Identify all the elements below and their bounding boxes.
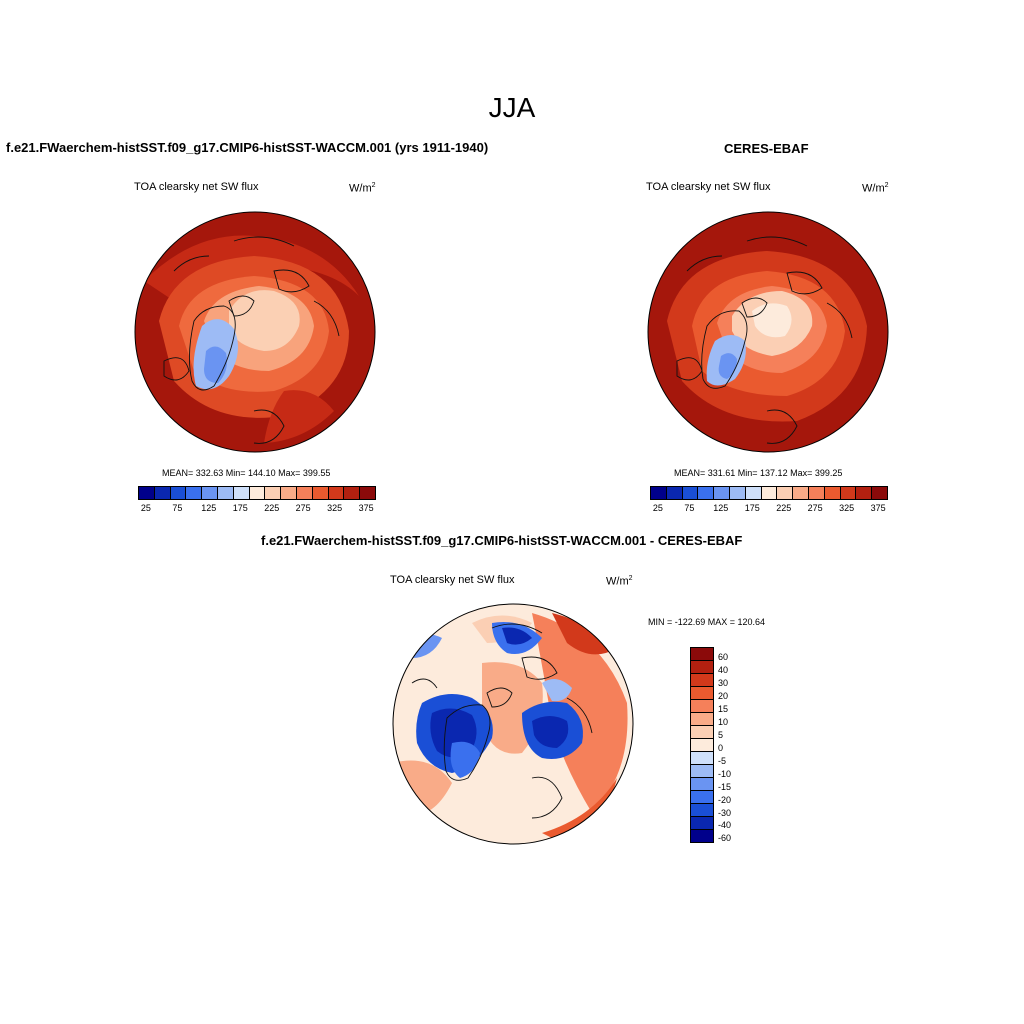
- obs-colorbar-box: [666, 487, 683, 499]
- diff-colorbar-box: [691, 804, 713, 817]
- model-colorbar-ticks: 25 75 125 175 225 275 325 375: [138, 503, 374, 515]
- diff-colorbar-box: [691, 713, 713, 726]
- diff-colorbar-tick-label: -10: [718, 768, 732, 779]
- model-panel-title: f.e21.FWaerchem-histSST.f09_g17.CMIP6-hi…: [6, 140, 489, 155]
- model-colorbar-tick-label: 325: [327, 503, 343, 513]
- obs-colorbar-box: [856, 487, 873, 499]
- diff-colorbar-tick-label: 60: [718, 652, 729, 663]
- diff-colorbar-tick-label: 0: [718, 742, 724, 753]
- model-colorbar-box: [186, 487, 203, 499]
- model-colorbar-box: [281, 487, 297, 499]
- diff-colorbar-tick-label: 30: [718, 678, 729, 689]
- diff-polar-map: [392, 603, 634, 845]
- diff-units-label: W/m2: [606, 575, 633, 588]
- diff-colorbar-tick-label: -5: [718, 755, 727, 766]
- model-colorbar-box: [233, 487, 250, 499]
- obs-colorbar: [650, 486, 888, 500]
- diff-colorbar-box: [691, 765, 713, 778]
- model-colorbar-tick-label: 275: [295, 503, 311, 513]
- obs-colorbar-tick-label: 275: [807, 503, 823, 513]
- diff-colorbar-box: [691, 791, 713, 804]
- obs-colorbar-box: [714, 487, 730, 499]
- diff-colorbar-tick-label: 20: [718, 691, 729, 702]
- model-colorbar-tick-label: 25: [140, 503, 151, 513]
- diff-colorbar-tick-label: -20: [718, 794, 732, 805]
- obs-colorbar-tick-label: 375: [870, 503, 886, 513]
- diff-colorbar-box: [691, 687, 713, 700]
- diff-colorbar-tick-label: 40: [718, 665, 729, 676]
- obs-colorbar-tick-label: 325: [839, 503, 855, 513]
- obs-colorbar-box: [793, 487, 809, 499]
- model-colorbar-box: [139, 487, 155, 499]
- model-colorbar-tick-label: 75: [172, 503, 183, 513]
- obs-colorbar-tick-label: 225: [776, 503, 792, 513]
- model-polar-map: [134, 211, 376, 453]
- diff-colorbar: [690, 647, 714, 843]
- model-units-label: W/m2: [349, 182, 376, 195]
- obs-colorbar-box: [872, 487, 887, 499]
- model-colorbar-box: [202, 487, 218, 499]
- obs-colorbar-box: [698, 487, 715, 499]
- obs-colorbar-tick-label: 25: [652, 503, 663, 513]
- diff-colorbar-box: [691, 739, 713, 752]
- diff-colorbar-box: [691, 700, 713, 713]
- obs-colorbar-tick-label: 125: [713, 503, 729, 513]
- model-colorbar-box: [328, 487, 345, 499]
- diff-colorbar-tick-label: 15: [718, 704, 729, 715]
- obs-colorbar-box: [824, 487, 841, 499]
- diff-colorbar-box: [691, 830, 713, 842]
- diff-colorbar-box: [691, 674, 713, 687]
- diff-panel-title: f.e21.FWaerchem-histSST.f09_g17.CMIP6-hi…: [261, 533, 743, 548]
- obs-stats: MEAN= 331.61 Min= 137.12 Max= 399.25: [674, 468, 843, 478]
- model-colorbar-box: [265, 487, 282, 499]
- diff-variable-label: TOA clearsky net SW flux: [390, 574, 515, 586]
- obs-colorbar-box: [840, 487, 857, 499]
- diff-minmax: MIN = -122.69 MAX = 120.64: [648, 617, 766, 627]
- diff-colorbar-box: [691, 752, 713, 765]
- diff-colorbar-box: [691, 817, 713, 830]
- model-colorbar-box: [296, 487, 313, 499]
- obs-colorbar-tick-label: 175: [744, 503, 760, 513]
- diff-colorbar-tick-label: 10: [718, 717, 729, 727]
- obs-colorbar-ticks: 25 75 125 175 225 275 325 375: [650, 503, 886, 515]
- diff-colorbar-tick-label: -60: [718, 833, 732, 844]
- obs-colorbar-box: [745, 487, 762, 499]
- model-colorbar-box: [217, 487, 234, 499]
- model-colorbar: [138, 486, 376, 500]
- model-colorbar-tick-label: 175: [232, 503, 248, 513]
- diff-colorbar-box: [691, 778, 713, 791]
- obs-polar-map: [647, 211, 889, 453]
- obs-units-label: W/m2: [862, 182, 889, 195]
- model-colorbar-box: [360, 487, 375, 499]
- obs-colorbar-box: [682, 487, 699, 499]
- diff-colorbar-box: [691, 661, 713, 674]
- diff-colorbar-box: [691, 648, 713, 661]
- obs-colorbar-box: [777, 487, 794, 499]
- model-colorbar-tick-label: 125: [201, 503, 217, 513]
- obs-colorbar-box: [651, 487, 667, 499]
- model-colorbar-box: [344, 487, 361, 499]
- obs-colorbar-box: [808, 487, 825, 499]
- model-colorbar-box: [312, 487, 329, 499]
- obs-panel-title: CERES-EBAF: [724, 141, 809, 156]
- model-colorbar-box: [154, 487, 171, 499]
- diff-colorbar-box: [691, 726, 713, 739]
- diff-colorbar-tick-label: -30: [718, 807, 732, 818]
- model-colorbar-tick-label: 225: [264, 503, 280, 513]
- model-colorbar-tick-label: 375: [358, 503, 374, 513]
- model-colorbar-box: [249, 487, 266, 499]
- obs-colorbar-box: [729, 487, 746, 499]
- diff-colorbar-tick-label: -15: [718, 781, 732, 792]
- diff-colorbar-tick-label: -40: [718, 820, 732, 831]
- model-colorbar-box: [170, 487, 187, 499]
- diff-colorbar-tick-label: 5: [718, 729, 724, 740]
- model-stats: MEAN= 332.63 Min= 144.10 Max= 399.55: [162, 468, 331, 478]
- model-variable-label: TOA clearsky net SW flux: [134, 181, 259, 193]
- obs-variable-label: TOA clearsky net SW flux: [646, 181, 771, 193]
- figure-title: JJA: [488, 92, 536, 123]
- diff-colorbar-ticks: 60 40 30 20 15 10 5 0 -5 -10 -15 -20 -30 -40 -60: [694, 647, 734, 844]
- obs-colorbar-tick-label: 75: [684, 503, 695, 513]
- obs-colorbar-box: [761, 487, 778, 499]
